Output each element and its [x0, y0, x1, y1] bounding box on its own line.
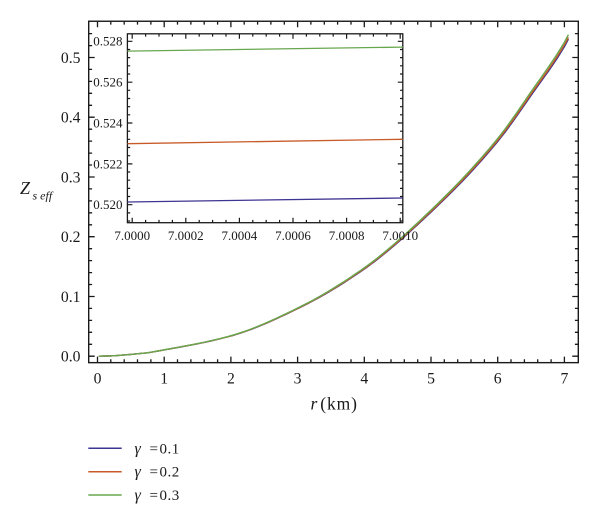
svg-text:0.526: 0.526	[93, 75, 123, 90]
svg-text:(km): (km)	[320, 394, 358, 414]
svg-text:γ: γ	[135, 487, 142, 504]
svg-text:0.2: 0.2	[61, 229, 81, 246]
svg-text:0.3: 0.3	[160, 488, 180, 504]
svg-text:0.522: 0.522	[93, 156, 122, 171]
svg-text:0.5: 0.5	[61, 50, 81, 67]
svg-text:0.0: 0.0	[61, 349, 81, 366]
svg-text:7.0006: 7.0006	[275, 228, 311, 243]
svg-text:3: 3	[294, 371, 302, 388]
svg-text:γ: γ	[135, 464, 142, 481]
svg-text:7.0000: 7.0000	[114, 228, 150, 243]
svg-text:0.1: 0.1	[61, 289, 81, 306]
svg-text:0.4: 0.4	[61, 110, 81, 127]
svg-text:7.0004: 7.0004	[222, 228, 258, 243]
svg-text:0.524: 0.524	[93, 115, 123, 130]
svg-text:7: 7	[560, 371, 568, 388]
svg-text:=: =	[150, 465, 158, 481]
svg-text:4: 4	[360, 371, 368, 388]
svg-text:s eff: s eff	[33, 189, 54, 203]
svg-text:6: 6	[494, 371, 502, 388]
svg-text:=: =	[150, 441, 158, 457]
svg-text:=: =	[150, 488, 158, 504]
svg-text:5: 5	[427, 371, 435, 388]
svg-text:0.1: 0.1	[160, 441, 180, 457]
svg-text:7.0002: 7.0002	[168, 228, 204, 243]
svg-text:0.520: 0.520	[93, 197, 122, 212]
svg-text:7.0010: 7.0010	[382, 228, 418, 243]
svg-text:Z: Z	[20, 178, 31, 198]
svg-text:7.0008: 7.0008	[329, 228, 365, 243]
svg-text:2: 2	[227, 371, 235, 388]
svg-text:0: 0	[94, 371, 102, 388]
svg-text:0.528: 0.528	[93, 34, 122, 49]
svg-text:0.3: 0.3	[61, 169, 81, 186]
svg-text:r: r	[311, 394, 318, 414]
svg-text:0.2: 0.2	[160, 465, 180, 481]
svg-text:1: 1	[160, 371, 168, 388]
svg-text:γ: γ	[135, 440, 142, 457]
